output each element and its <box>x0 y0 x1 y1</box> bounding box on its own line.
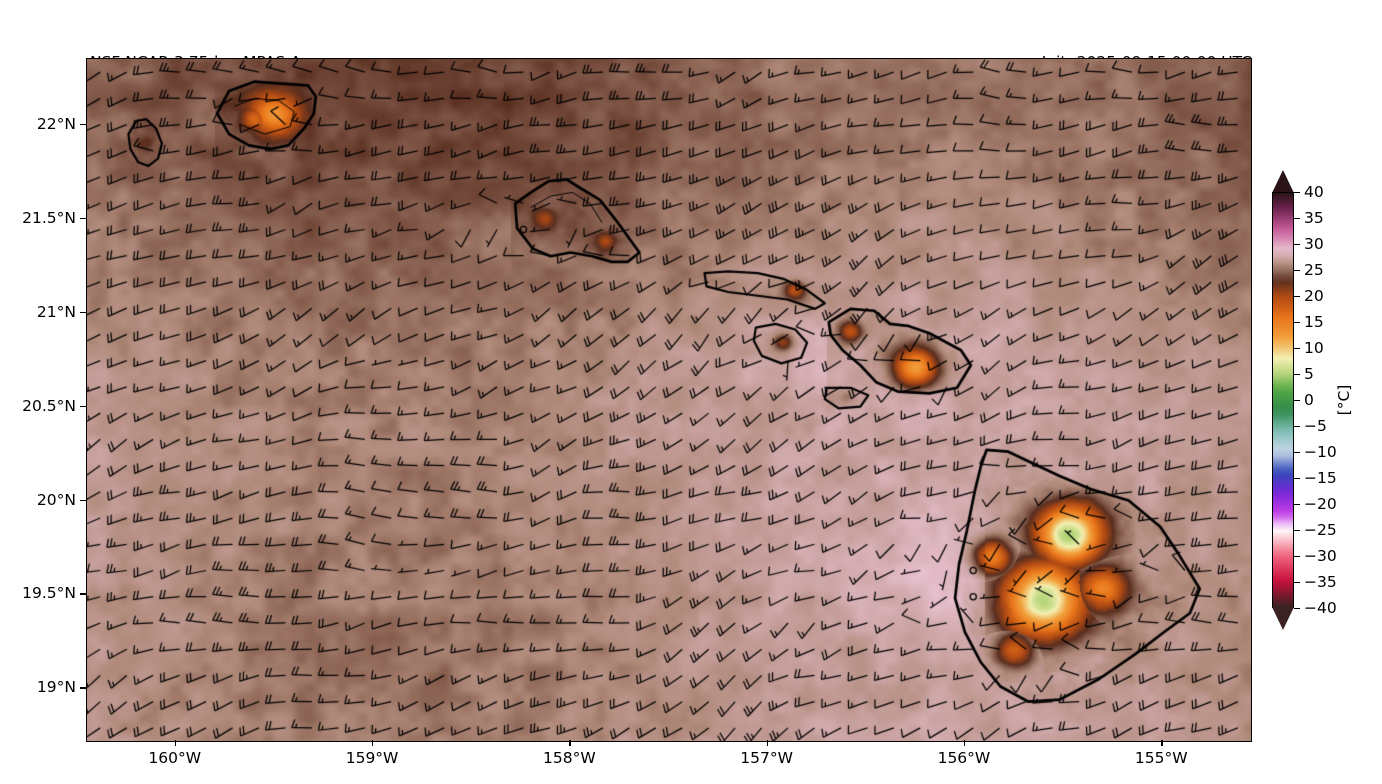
colorbar-extend-top <box>1272 170 1294 193</box>
colorbar-tick <box>1294 244 1300 246</box>
colorbar-tick <box>1294 582 1300 584</box>
colorbar-tick-label: 15 <box>1304 313 1324 331</box>
x-tick-label: 155°W <box>1134 749 1188 767</box>
x-tick-label: 157°W <box>740 749 793 767</box>
colorbar-tick-label: 20 <box>1304 287 1324 305</box>
y-tick-label: 20°N <box>36 490 76 509</box>
colorbar-tick-label: 10 <box>1304 339 1324 357</box>
colorbar-gradient <box>1272 192 1294 608</box>
y-tick-label: 20.5°N <box>22 396 76 415</box>
y-tick <box>80 217 86 219</box>
colorbar-tick <box>1294 400 1300 402</box>
colorbar-tick-label: −10 <box>1304 443 1337 461</box>
colorbar-extend-bottom <box>1272 607 1294 630</box>
y-tick-label: 21°N <box>36 302 76 321</box>
y-tick <box>80 499 86 501</box>
colorbar-tick <box>1294 530 1300 532</box>
y-tick <box>80 405 86 407</box>
colorbar-tick-label: −35 <box>1304 573 1337 591</box>
y-tick <box>80 311 86 313</box>
x-tick <box>569 740 571 746</box>
x-tick <box>1161 740 1163 746</box>
colorbar-tick-label: −30 <box>1304 547 1337 565</box>
colorbar-tick-label: 30 <box>1304 235 1324 253</box>
wind-barb-overlay <box>87 59 1251 741</box>
colorbar-tick <box>1294 426 1300 428</box>
colorbar-tick-label: −5 <box>1304 417 1327 435</box>
colorbar-tick <box>1294 296 1300 298</box>
x-tick-label: 159°W <box>345 749 399 767</box>
colorbar-tick-label: 5 <box>1304 365 1314 383</box>
colorbar-tick <box>1294 270 1300 272</box>
colorbar-tick-label: −15 <box>1304 469 1337 487</box>
colorbar: 40 35 30 25 20 15 10 5 0 −5 −10 −15 −20 −25 −30 −35 −40 <box>1272 170 1337 630</box>
colorbar-tick <box>1294 504 1300 506</box>
colorbar-tick-label: 0 <box>1304 391 1314 409</box>
x-tick-label: 158°W <box>543 749 596 767</box>
colorbar-tick <box>1294 452 1300 454</box>
y-tick <box>80 123 86 126</box>
colorbar-tick <box>1294 348 1300 350</box>
x-tick-label: 156°W <box>937 749 991 767</box>
colorbar-tick <box>1294 218 1300 220</box>
colorbar-tick-label: −20 <box>1304 495 1337 513</box>
colorbar-tick <box>1294 478 1300 480</box>
x-tick <box>963 740 966 746</box>
y-tick-label: 21.5°N <box>22 208 76 227</box>
map-plot-area <box>86 58 1252 742</box>
colorbar-tick <box>1294 556 1300 558</box>
x-tick-label: 160°W <box>148 749 202 767</box>
y-tick <box>80 593 86 595</box>
y-tick-label: 19°N <box>36 678 76 697</box>
colorbar-tick-label: 35 <box>1304 209 1324 227</box>
colorbar-tick-label: 40 <box>1304 183 1324 201</box>
x-tick <box>766 740 768 746</box>
x-tick <box>174 740 177 746</box>
colorbar-tick <box>1294 374 1300 376</box>
colorbar-tick <box>1294 192 1300 194</box>
colorbar-tick-label: −25 <box>1304 521 1337 539</box>
y-tick-label: 19.5°N <box>22 584 76 603</box>
colorbar-unit-label: [°C] <box>1335 384 1353 416</box>
colorbar-tick-label: −40 <box>1304 599 1337 617</box>
colorbar-tick-label: 25 <box>1304 261 1324 279</box>
colorbar-tick <box>1294 322 1300 324</box>
y-tick-label: 22°N <box>36 114 76 133</box>
y-tick <box>80 687 86 689</box>
colorbar-tick <box>1294 608 1300 610</box>
x-tick <box>372 740 374 746</box>
